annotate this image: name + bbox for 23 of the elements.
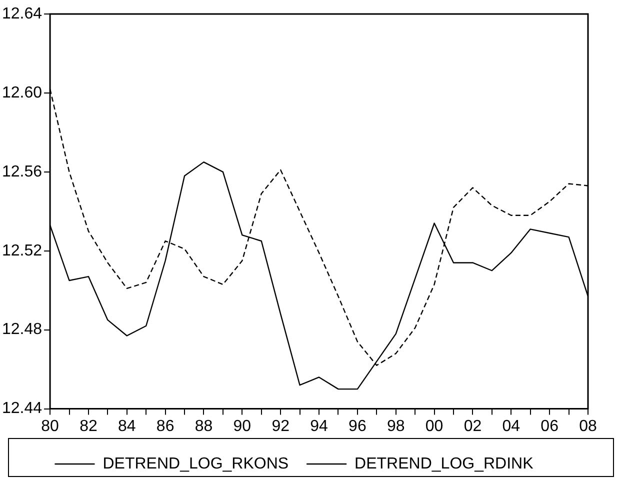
x-tick-label: 80 (41, 418, 60, 435)
x-tick-label: 86 (156, 418, 174, 435)
x-tick-label: 08 (579, 418, 597, 435)
x-tick-label: 00 (425, 418, 444, 435)
x-tick-label: 90 (233, 418, 252, 435)
x-tick-label: 98 (386, 418, 405, 435)
x-tick-label: 02 (464, 418, 482, 435)
y-tick-label: 12.48 (2, 321, 42, 338)
y-tick-label: 12.60 (2, 84, 42, 102)
x-tick-label: 82 (80, 418, 98, 435)
x-tick-label: 88 (194, 418, 213, 435)
legend-label: DETREND_LOG_RKONS (102, 455, 289, 472)
y-tick-label: 12.44 (2, 400, 42, 418)
x-tick-label: 92 (272, 418, 290, 435)
y-tick-label: 12.52 (2, 242, 42, 260)
x-tick-label: 96 (348, 418, 366, 435)
x-tick-label: 84 (118, 418, 136, 435)
y-tick-label: 12.64 (2, 5, 42, 22)
y-tick-label: 12.56 (2, 163, 42, 180)
x-tick-label: 06 (540, 418, 559, 435)
x-tick-label: 94 (310, 418, 328, 435)
legend-label: DETREND_LOG_RDINK (354, 455, 534, 472)
x-tick-label: 04 (502, 418, 520, 435)
